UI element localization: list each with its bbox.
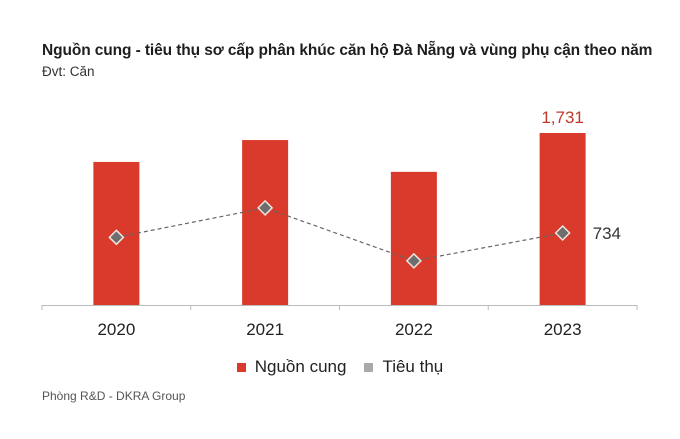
data-label-supply-2023: 1,731 [541, 108, 584, 127]
chart-title: Nguồn cung - tiêu thụ sơ cấp phân khúc c… [42, 42, 653, 59]
legend-swatch-consumption [364, 362, 374, 372]
unit-label: Đvt: Căn [42, 64, 95, 79]
bar-supply-2021[interactable] [242, 140, 289, 305]
x-tick-label-2021: 2021 [246, 320, 284, 339]
source-note: Phòng R&D - DKRA Group [42, 389, 186, 403]
legend-item-consumption[interactable]: Tiêu thụ [364, 357, 443, 377]
legend-swatch-supply [236, 362, 246, 372]
bar-supply-2022[interactable] [390, 171, 437, 305]
legend-label-consumption: Tiêu thụ [382, 357, 444, 376]
legend-item-supply[interactable]: Nguồn cung [236, 357, 347, 377]
marker-consumption-2020[interactable] [108, 229, 125, 246]
data-label-consumption-2023: 734 [593, 224, 621, 243]
line-consumption [116, 207, 563, 262]
x-tick-label-2023: 2023 [544, 320, 582, 339]
x-tick-label-2020: 2020 [97, 320, 135, 339]
legend-label-supply: Nguồn cung [254, 357, 347, 376]
marker-consumption-2022[interactable] [405, 252, 422, 269]
marker-consumption-2023[interactable] [554, 224, 571, 242]
legend: Nguồn cung Tiêu thụ [0, 357, 680, 377]
bar-supply-2023[interactable] [539, 133, 586, 305]
x-tick-label-2022: 2022 [395, 320, 433, 339]
marker-consumption-2021[interactable] [257, 199, 274, 216]
